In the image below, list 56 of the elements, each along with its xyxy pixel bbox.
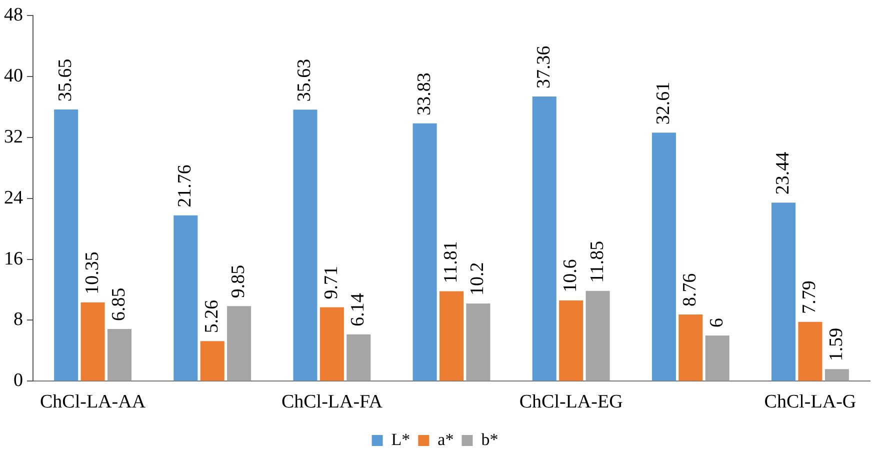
y-tick-label: 40 [4, 65, 23, 86]
x-tick-label: ChCl-LA-G [764, 392, 856, 413]
data-label: 35.63 [294, 58, 316, 102]
bar [412, 123, 437, 381]
bar [652, 132, 676, 381]
x-tick-label: ChCl-LA-AA [40, 392, 146, 413]
data-label: 1.59 [826, 328, 847, 362]
bar [320, 307, 344, 381]
bar [80, 302, 105, 381]
data-label: 11.81 [440, 241, 462, 284]
bar [559, 300, 584, 381]
bar [586, 290, 610, 381]
data-label: 6.85 [108, 288, 130, 321]
bar [705, 335, 730, 381]
bar [293, 110, 318, 381]
data-label: 37.36 [533, 46, 554, 88]
x-tick-label: ChCl-LA-EG [519, 392, 624, 413]
bar [107, 329, 132, 381]
data-label: 6.14 [348, 292, 369, 326]
bar [346, 334, 371, 381]
data-label: 11.85 [586, 240, 608, 283]
x-tick-label: ChCl-LA-FA [281, 392, 383, 413]
y-tick-label: 24 [4, 187, 24, 208]
bar [439, 291, 464, 381]
data-label: 9.71 [320, 266, 342, 300]
data-label: 10.35 [82, 252, 103, 294]
bar [227, 306, 252, 381]
data-label: 35.65 [55, 58, 76, 102]
data-label: 21.76 [174, 164, 196, 208]
bar [200, 341, 224, 381]
legend-label: L* [391, 430, 410, 449]
data-label: 10.2 [467, 262, 488, 296]
bar [824, 369, 849, 381]
bar [174, 215, 198, 381]
data-label: 10.6 [560, 259, 582, 292]
bar [798, 322, 822, 381]
data-label: 33.83 [414, 72, 435, 116]
data-label: 5.26 [201, 300, 222, 334]
data-label: 6 [706, 318, 728, 328]
bar [678, 314, 703, 381]
data-label: 9.85 [228, 264, 250, 298]
bar [54, 110, 78, 381]
y-tick-label: 8 [14, 309, 23, 330]
y-tick-label: 32 [4, 126, 23, 148]
y-tick-label: 48 [4, 4, 23, 26]
legend-label: b* [481, 430, 498, 449]
bar [466, 303, 490, 381]
y-tick-label: 16 [4, 248, 23, 270]
data-label: 32.61 [652, 82, 674, 125]
data-label: 8.76 [680, 273, 701, 306]
data-label: 7.79 [799, 280, 820, 314]
bar [532, 96, 556, 381]
legend-label: a* [438, 430, 454, 449]
y-tick-label: 0 [14, 370, 23, 392]
bar [771, 202, 796, 381]
data-label: 23.44 [772, 151, 794, 195]
